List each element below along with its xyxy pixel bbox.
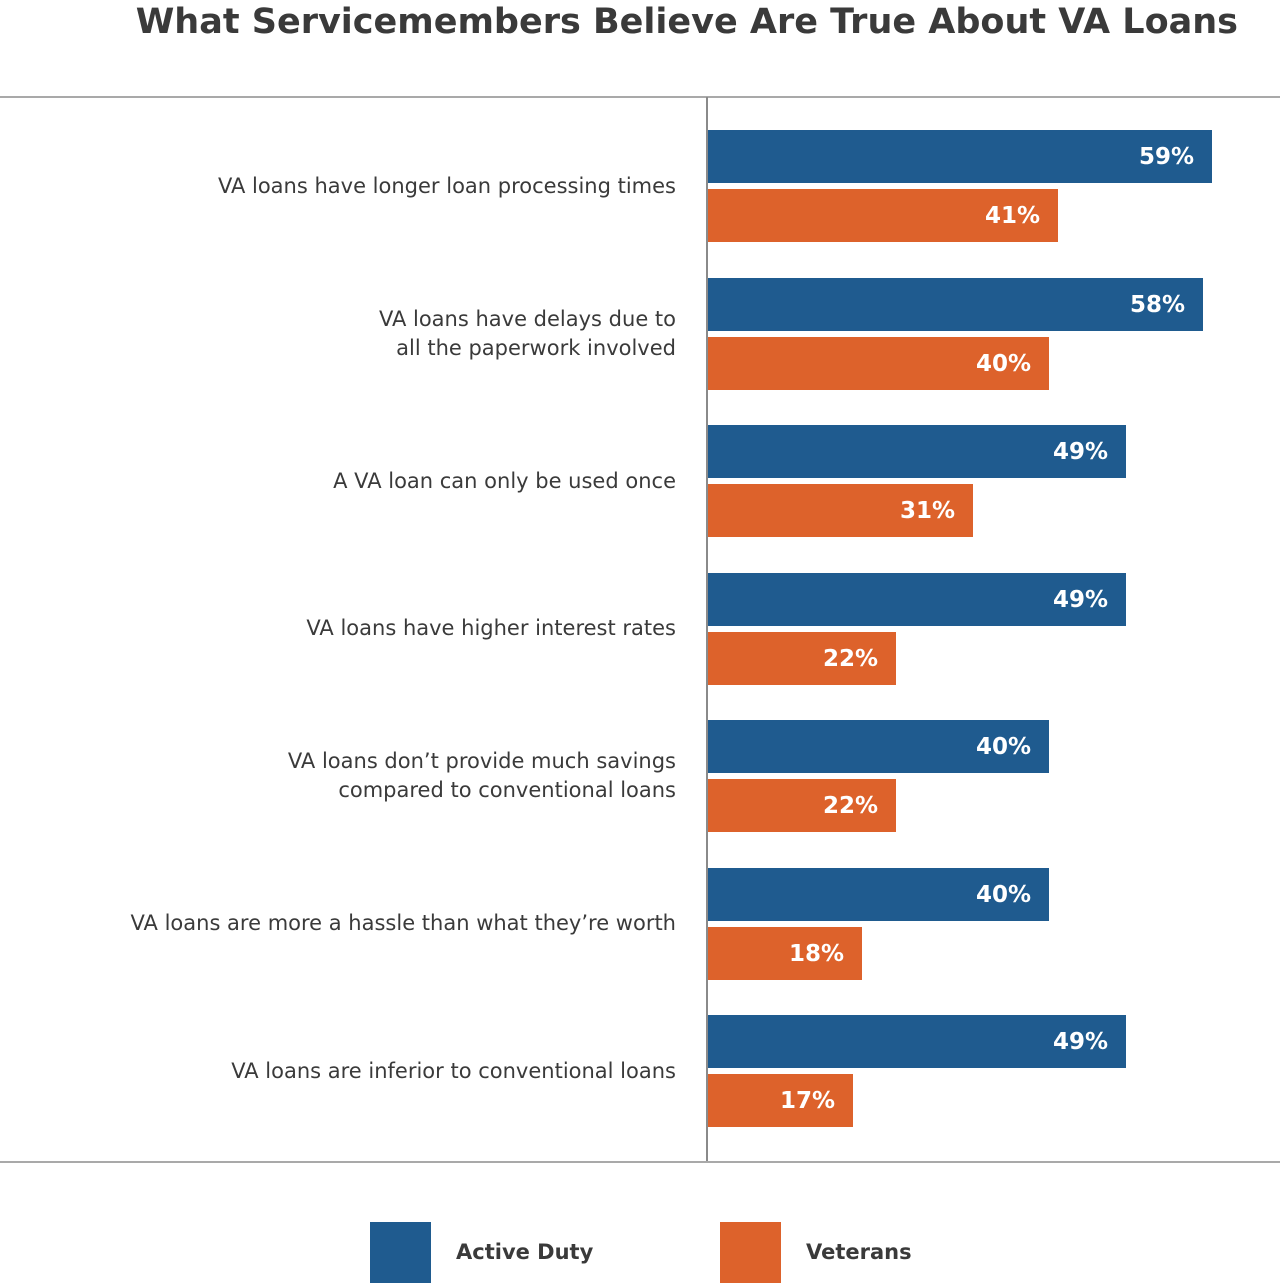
bar-value-label: 41% [984, 203, 1040, 229]
category-label-line: VA loans have delays due to [378, 306, 676, 331]
bar-value-label: 49% [1052, 1029, 1108, 1055]
category-axis-line [706, 97, 708, 1162]
active-duty-bar: 40% [708, 720, 1049, 773]
category-label: VA loans have delays due to all the paper… [36, 278, 676, 390]
active-duty-bar: 40% [708, 867, 1049, 921]
bar-value-label: 22% [822, 793, 878, 819]
bar-value-label: 49% [1052, 439, 1108, 465]
veterans-legend-label: Veterans [806, 1240, 912, 1264]
category-label-line: A VA loan can only be used once [333, 468, 676, 493]
category-label: VA loans are inferior to conventional lo… [36, 1015, 676, 1127]
bar-value-label: 40% [975, 734, 1031, 760]
active-duty-bar: 49% [708, 425, 1126, 478]
category-label: VA loans have higher interest rates [36, 573, 676, 685]
active-duty-legend-swatch [370, 1222, 431, 1283]
veterans-bar: 40% [708, 336, 1049, 390]
category-label-line: VA loans are inferior to conventional lo… [231, 1058, 676, 1083]
bar-value-label: 59% [1138, 144, 1194, 170]
bar-value-label: 31% [899, 498, 955, 524]
veterans-legend-swatch [720, 1222, 781, 1283]
category-label-line: VA loans have higher interest rates [306, 616, 676, 640]
active-duty-bar: 59% [708, 130, 1212, 183]
bar-value-label: 18% [788, 940, 844, 967]
active-duty-bar: 49% [708, 572, 1126, 626]
category-label-line: compared to conventional loans [338, 778, 676, 802]
active-duty-bar: 49% [708, 1015, 1126, 1068]
bar-value-label: 40% [975, 881, 1031, 908]
veterans-bar: 18% [708, 926, 862, 980]
category-label-line: all the paperwork involved [396, 335, 676, 360]
bar-value-label: 17% [779, 1088, 835, 1114]
veterans-bar: 31% [708, 484, 973, 537]
active-duty-bar: 58% [708, 277, 1203, 331]
category-label: A VA loan can only be used once [36, 425, 676, 537]
category-label-line: VA loans have longer loan processing tim… [217, 173, 676, 198]
veterans-bar: 41% [708, 189, 1058, 242]
bar-value-label: 40% [975, 350, 1031, 377]
category-label: VA loans have longer loan processing tim… [36, 130, 676, 242]
chart-title: What Servicemembers Believe Are True Abo… [135, 2, 1238, 42]
category-label: VA loans are more a hassle than what the… [36, 868, 676, 980]
veterans-bar: 17% [708, 1074, 853, 1127]
veterans-bar: 22% [708, 779, 896, 832]
bottom-divider [0, 1161, 1280, 1163]
category-label-line: VA loans are more a hassle than what the… [130, 911, 676, 935]
category-label-line: VA loans don’t provide much savings [287, 749, 676, 773]
veterans-bar: 22% [708, 631, 896, 685]
category-label: VA loans don’t provide much savings compa… [36, 720, 676, 832]
bar-value-label: 22% [822, 645, 878, 672]
bar-value-label: 58% [1129, 291, 1185, 318]
active-duty-legend-label: Active Duty [456, 1240, 594, 1264]
top-divider [0, 96, 1280, 98]
bar-value-label: 49% [1052, 586, 1108, 613]
